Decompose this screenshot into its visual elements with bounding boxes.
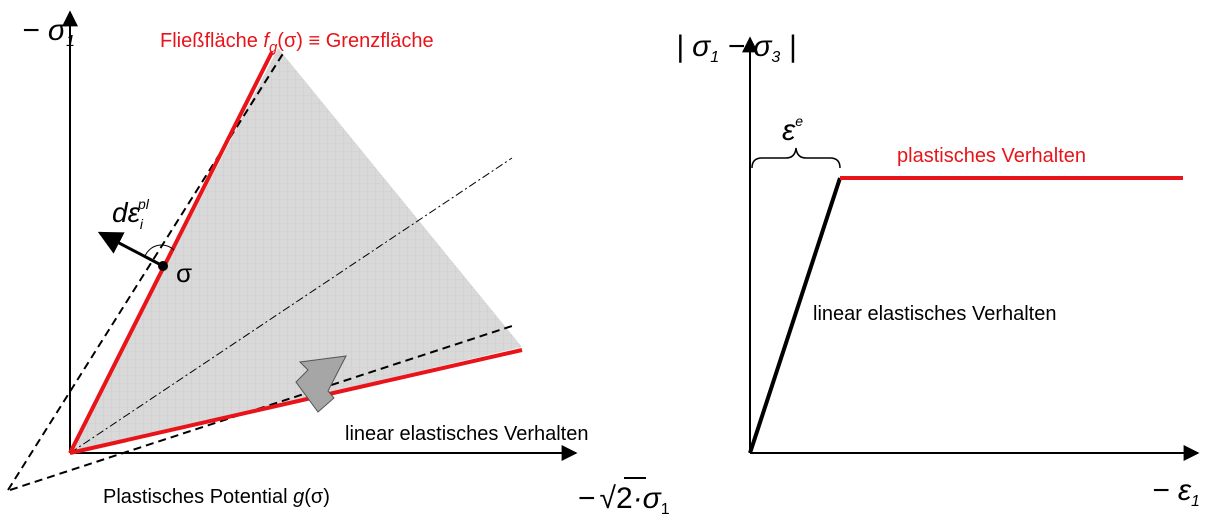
strain-label: εe [782,113,803,147]
elastic-region [70,48,522,453]
y-label: | σ1 − σ3 | [676,30,796,66]
brace [751,147,841,169]
normal-arc [144,244,175,257]
potential-line [7,51,285,491]
potential-label: Plastisches Potential g(σ) [103,486,330,508]
yield-title: Fließfläche fg(σ) ≡ Grenzfläche [160,30,434,56]
yield-line [69,348,523,455]
yield-line [68,51,274,454]
stress-point [158,261,168,271]
y-label: − σ1 [22,14,75,50]
increment-label: dεipl [112,196,150,232]
point-label: σ [176,258,192,288]
elastic-label: linear elastisches Verhalten [813,303,1056,325]
load-arrow [295,355,347,413]
elastic-line [748,177,842,454]
increment-arrow [97,231,164,268]
x-label: − √2·σ1 [578,482,670,517]
x-label: − ε1 [1152,474,1200,510]
plastic-label: plastisches Verhalten [897,145,1086,167]
elastic-label: linear elastisches Verhalten [345,423,588,445]
